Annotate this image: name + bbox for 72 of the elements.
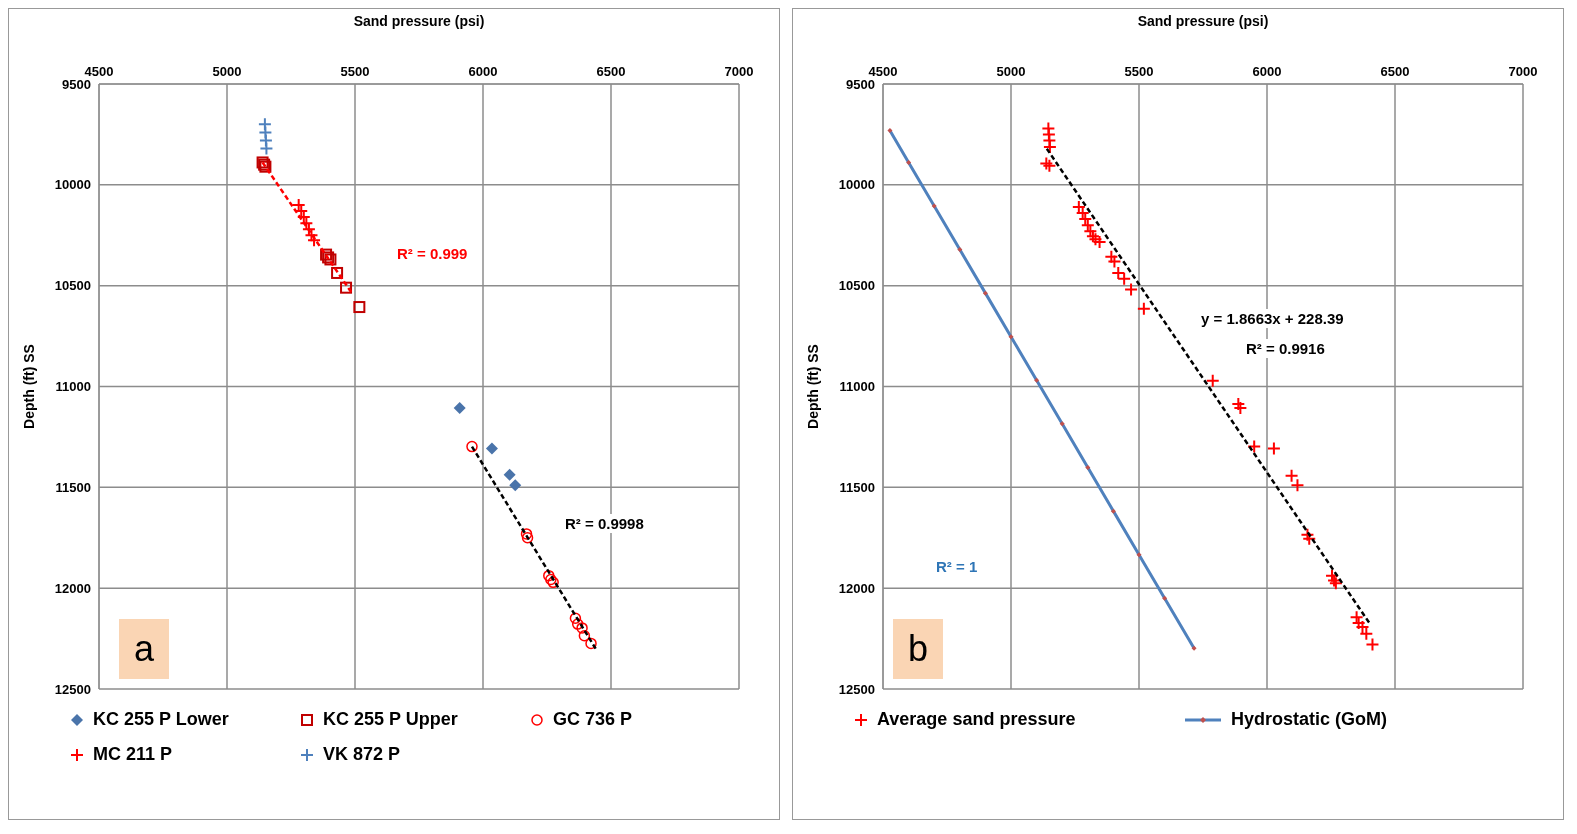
annotation: y = 1.8663x + 228.39 [1198,309,1347,328]
legend-label: KC 255 P Lower [93,709,229,730]
point [1266,441,1281,456]
x-tick-label: 5000 [996,64,1026,79]
x-tick-label: 6000 [1252,64,1282,79]
y-tick-label: 10000 [54,177,91,193]
x-axis-title: Sand pressure (psi) [352,13,486,29]
point [485,442,498,455]
annotation: R² = 0.999 [394,244,471,263]
y-tick-label: 11500 [839,479,875,495]
annotation: b [893,619,943,679]
x-tick-label: 5500 [1124,64,1154,79]
x-tick-label: 5000 [212,64,242,79]
x-tick-label: 6500 [596,64,626,79]
point [569,612,582,624]
point [576,622,588,634]
point [578,630,591,642]
legend-label: VK 872 P [323,744,401,765]
point [1124,282,1139,297]
point [453,401,466,414]
y-tick-label: 10000 [838,177,875,193]
x-tick-label: 7000 [1508,64,1538,79]
x-axis-title: Sand pressure (psi) [1136,13,1270,29]
x-tick-label: 6000 [468,64,498,79]
x-tick-label: 4500 [868,64,898,79]
point [1042,139,1057,154]
point [521,532,534,544]
point [1136,301,1151,316]
y-tick-label: 11000 [839,379,875,395]
point [258,125,273,140]
legend-label: Average sand pressure [877,709,1076,730]
point [543,569,555,582]
y-tick-label: 12500 [54,681,91,697]
y-axis-title: Depth (ft) SS [20,344,37,429]
point [503,468,516,481]
x-tick-label: 6500 [1380,64,1410,79]
annotation: R² = 0.9998 [562,514,647,533]
annotation: R² = 0.9916 [1243,339,1328,358]
point [1247,439,1262,454]
point [1300,527,1315,542]
y-tick-label: 12000 [838,580,875,596]
legend-label: GC 736 P [553,709,633,730]
point [571,618,584,630]
annotation: a [119,619,169,679]
y-tick-label: 11000 [55,379,91,395]
point [1205,373,1220,388]
point [585,637,597,650]
point [340,281,353,294]
y-tick-label: 11500 [55,479,91,495]
y-tick-label: 9500 [62,76,91,92]
point [331,266,344,279]
point [466,440,478,453]
y-tick-label: 10500 [54,278,91,294]
point [1042,133,1057,148]
point [520,528,533,540]
legend-label: Hydrostatic (GoM) [1231,709,1388,730]
legend-label: KC 255 P Upper [323,709,458,730]
x-tick-label: 7000 [724,64,754,79]
point [259,141,274,156]
y-tick-label: 12500 [838,681,875,697]
legend-label: MC 211 P [93,744,173,765]
point [1041,121,1056,136]
point [509,479,522,492]
y-tick-label: 10500 [838,278,875,294]
point [353,301,366,314]
y-tick-label: 9500 [846,76,875,92]
point [1365,637,1380,652]
annotation: R² = 1 [933,557,981,576]
y-axis-title: Depth (ft) SS [804,344,821,429]
x-tick-label: 5500 [340,64,370,79]
y-tick-label: 12000 [54,580,91,596]
x-tick-label: 4500 [84,64,114,79]
